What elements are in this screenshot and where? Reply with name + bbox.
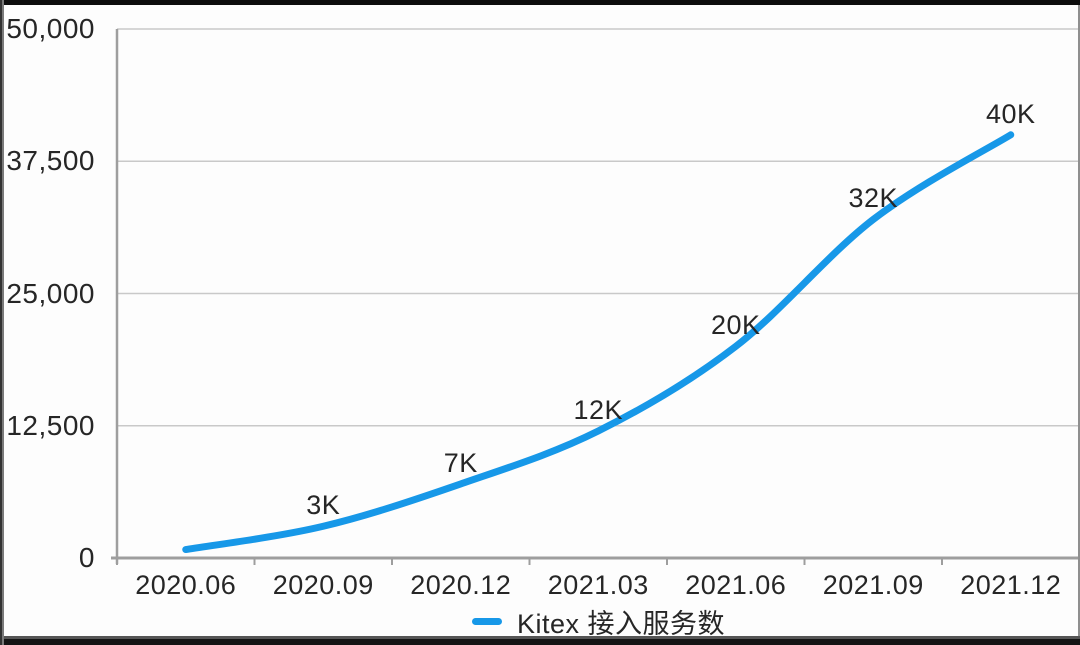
data-point-label: 20K: [710, 310, 761, 341]
series-line-kitex: [182, 131, 1015, 554]
right-edge-bar: [1078, 5, 1080, 636]
x-axis-tick-label: 2021.12: [960, 570, 1062, 600]
y-axis-tick-label: 0: [78, 542, 95, 573]
x-axis-tick-label: 2021.03: [547, 570, 649, 600]
x-axis-tick-label: 2021.09: [822, 570, 924, 600]
left-edge-bar: [0, 0, 4, 645]
legend-label: Kitex 接入服务数: [516, 608, 726, 639]
x-axis-tick-label: 2020.06: [135, 570, 237, 600]
y-axis-tick-label: 50,000: [6, 13, 95, 44]
x-axis-tick-label: 2021.06: [685, 570, 787, 600]
data-point-label: 32K: [848, 183, 899, 214]
y-axis-tick-label: 12,500: [6, 409, 95, 441]
data-point-label: 7K: [443, 447, 478, 478]
legend-line-marker-icon: [471, 617, 502, 625]
data-point-label: 12K: [573, 395, 624, 426]
top-edge-bar: [0, 0, 1080, 5]
x-axis-tick-label: 2020.12: [410, 570, 512, 600]
data-point-label: 40K: [985, 98, 1036, 129]
bottom-edge-bar: [0, 636, 1080, 645]
chart-legend: Kitex 接入服务数: [117, 604, 1080, 639]
data-point-label: 3K: [306, 490, 341, 521]
y-axis-tick-label: 37,500: [6, 145, 95, 177]
y-axis-tick-label: 25,000: [6, 277, 95, 309]
x-axis-tick-label: 2020.09: [272, 570, 374, 600]
